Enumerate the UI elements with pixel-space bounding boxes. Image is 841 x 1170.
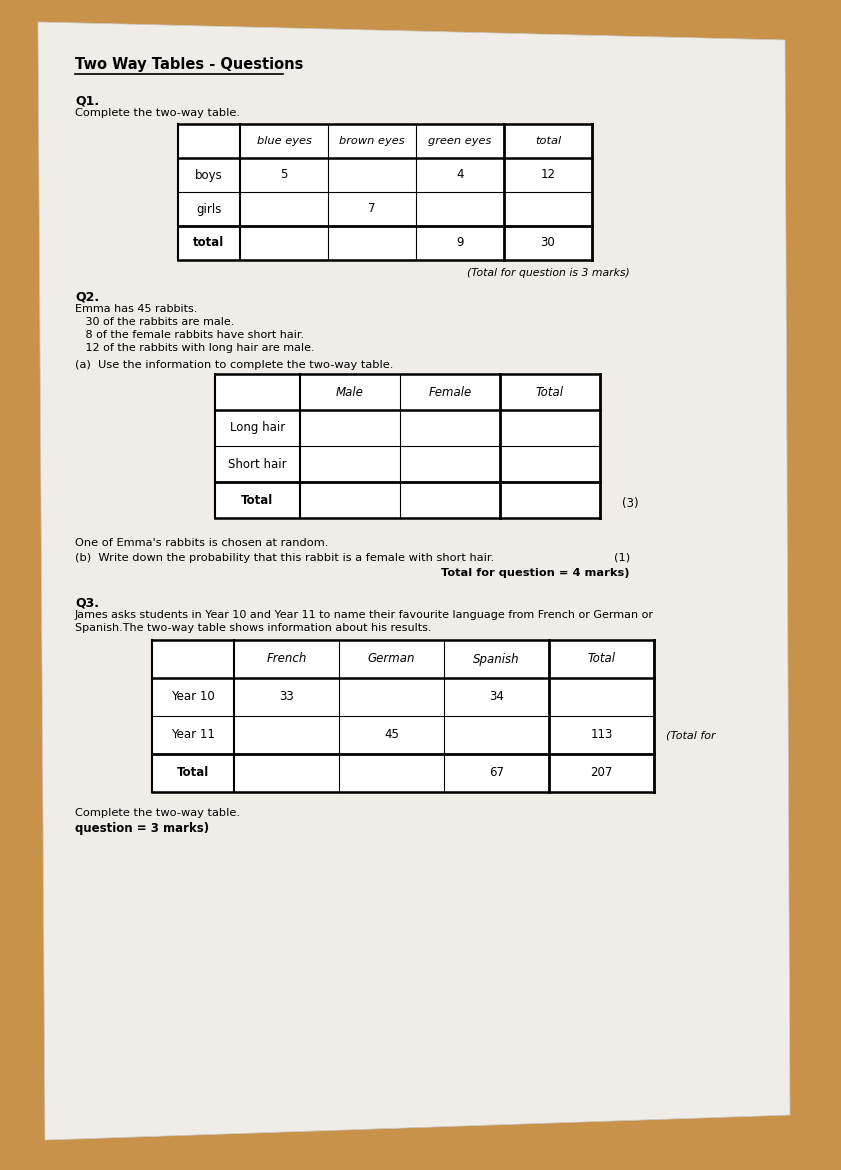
Text: boys: boys [195, 168, 223, 181]
Text: Complete the two-way table.: Complete the two-way table. [75, 108, 240, 118]
Text: Emma has 45 rabbits.: Emma has 45 rabbits. [75, 304, 198, 314]
Bar [178, 124, 592, 260]
Text: (Total for question is 3 marks): (Total for question is 3 marks) [468, 268, 630, 278]
Text: 30 of the rabbits are male.: 30 of the rabbits are male. [75, 317, 235, 326]
Text: Year 11: Year 11 [171, 729, 215, 742]
Text: Long hair: Long hair [230, 421, 285, 434]
Text: Year 10: Year 10 [171, 690, 214, 703]
Text: French: French [267, 653, 307, 666]
Bar [215, 374, 600, 518]
Text: 30: 30 [541, 236, 555, 249]
Text: 7: 7 [368, 202, 376, 215]
Text: question = 3 marks): question = 3 marks) [75, 823, 209, 835]
Text: 34: 34 [489, 690, 504, 703]
Text: 45: 45 [384, 729, 399, 742]
Text: James asks students in Year 10 and Year 11 to name their favourite language from: James asks students in Year 10 and Year … [75, 610, 654, 620]
Text: Spanish: Spanish [473, 653, 520, 666]
Text: 8 of the female rabbits have short hair.: 8 of the female rabbits have short hair. [75, 330, 304, 340]
Text: Total: Total [177, 766, 209, 779]
Text: Q1.: Q1. [75, 94, 99, 106]
Text: Complete the two-way table.: Complete the two-way table. [75, 808, 240, 818]
Text: 9: 9 [457, 236, 463, 249]
Text: (3): (3) [622, 497, 638, 510]
Text: Two Way Tables - Questions: Two Way Tables - Questions [75, 57, 304, 73]
Text: 33: 33 [279, 690, 294, 703]
Text: 207: 207 [590, 766, 613, 779]
Bar [152, 640, 654, 792]
Text: Q3.: Q3. [75, 596, 99, 610]
Text: (Total for: (Total for [666, 730, 716, 739]
Text: Short hair: Short hair [228, 457, 287, 470]
Text: 12: 12 [541, 168, 556, 181]
Text: 4: 4 [457, 168, 463, 181]
Text: One of Emma's rabbits is chosen at random.: One of Emma's rabbits is chosen at rando… [75, 538, 328, 548]
Text: girls: girls [196, 202, 222, 215]
Text: green eyes: green eyes [428, 136, 492, 146]
Text: Female: Female [428, 385, 472, 399]
Text: blue eyes: blue eyes [257, 136, 311, 146]
Text: brown eyes: brown eyes [339, 136, 405, 146]
Text: Total: Total [536, 385, 564, 399]
Polygon shape [38, 22, 790, 1140]
Text: 5: 5 [280, 168, 288, 181]
Text: total: total [193, 236, 225, 249]
Text: Q2.: Q2. [75, 290, 99, 303]
Text: Spanish.The two-way table shows information about his results.: Spanish.The two-way table shows informat… [75, 622, 431, 633]
Text: 12 of the rabbits with long hair are male.: 12 of the rabbits with long hair are mal… [75, 343, 315, 353]
Text: German: German [368, 653, 415, 666]
Text: (a)  Use the information to complete the two-way table.: (a) Use the information to complete the … [75, 360, 394, 370]
Text: Total for question = 4 marks): Total for question = 4 marks) [442, 567, 630, 578]
Text: Total: Total [241, 494, 273, 507]
Text: Total: Total [588, 653, 616, 666]
Text: Male: Male [336, 385, 364, 399]
Text: 113: 113 [590, 729, 613, 742]
Text: total: total [535, 136, 561, 146]
Text: 67: 67 [489, 766, 504, 779]
Text: (b)  Write down the probability that this rabbit is a female with short hair.: (b) Write down the probability that this… [75, 553, 495, 563]
Text: (1): (1) [614, 553, 630, 563]
